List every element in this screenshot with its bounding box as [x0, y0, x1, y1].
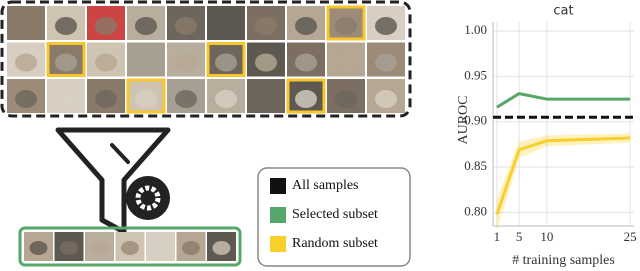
x-tick-label: 10 [540, 229, 553, 244]
cat-image-shape [55, 17, 77, 35]
selected-image-shape [212, 241, 231, 255]
cat-image-shape [255, 17, 277, 35]
cat-image-shape [95, 53, 117, 72]
cat-image-shape [135, 53, 157, 72]
cat-image-shape [335, 17, 357, 35]
cat-image-shape [175, 90, 197, 108]
legend-frame [257, 167, 411, 267]
x-tick-label: 1 [494, 229, 501, 244]
cat-image-shape [15, 53, 37, 72]
cat-image-shape [95, 17, 117, 35]
cat-image-shape [55, 90, 77, 108]
y-axis-label: AUROC [456, 95, 471, 144]
legend-label: Random subset [292, 236, 378, 251]
legend-swatch [270, 236, 286, 252]
selected-image-shape [90, 241, 109, 255]
y-tick-label: 0.95 [464, 67, 487, 82]
y-tick-label: 0.85 [464, 158, 487, 173]
cat-image-shape [335, 53, 357, 72]
cat-image-shape [375, 53, 397, 72]
error-band [496, 133, 631, 231]
legend-label: Selected subset [292, 207, 378, 222]
selected-highlight [206, 42, 246, 77]
cat-image-shape [15, 90, 37, 108]
x-tick-label: 25 [624, 229, 637, 244]
chart-title: cat [553, 4, 573, 19]
cat-image-shape [255, 53, 277, 72]
selected-image-shape [60, 241, 78, 255]
legend-swatch [270, 178, 286, 194]
cat-image-shape [15, 17, 37, 35]
cat-image-shape [295, 90, 317, 108]
x-axis-label: # training samples [512, 253, 615, 268]
series-line [495, 136, 631, 215]
selected-highlight [326, 5, 366, 41]
pool-frame [0, 0, 412, 118]
x-tick-label: 5 [516, 229, 523, 244]
cat-image-shape [215, 90, 237, 108]
cat-image-shape [175, 17, 197, 35]
selected-image-shape [29, 241, 48, 255]
selected-image-shape [121, 241, 139, 255]
selected-image-shape [182, 241, 200, 255]
cat-image-shape [215, 17, 237, 35]
cat-image-shape [375, 90, 397, 108]
selected-highlight [46, 42, 86, 77]
selected-image-shape [151, 241, 170, 255]
pipeline-diagram [0, 0, 412, 267]
cat-image-shape [295, 17, 317, 35]
cat-image-shape [135, 17, 157, 35]
series-line [496, 92, 631, 109]
selected-highlight [286, 78, 326, 114]
y-tick-label: 0.90 [464, 113, 487, 128]
selected-frame [18, 226, 242, 267]
legend-label: All samples [292, 178, 359, 193]
cat-image-shape [215, 53, 237, 72]
y-tick-label: 1.00 [464, 22, 487, 37]
legend-swatch [270, 207, 286, 223]
cat-image-shape [335, 90, 357, 108]
cat-image-shape [55, 53, 77, 72]
cat-image-shape [95, 90, 117, 108]
cat-image-shape [175, 53, 197, 72]
cat-image-shape [375, 17, 397, 35]
funnel-detail [110, 143, 130, 164]
cat-image-shape [255, 90, 277, 108]
cat-image-shape [135, 90, 157, 108]
gear-hole [144, 194, 152, 202]
gear-teeth [135, 185, 161, 211]
y-tick-label: 0.80 [464, 203, 487, 218]
selected-highlight [126, 78, 166, 114]
cat-image-shape [295, 53, 317, 72]
